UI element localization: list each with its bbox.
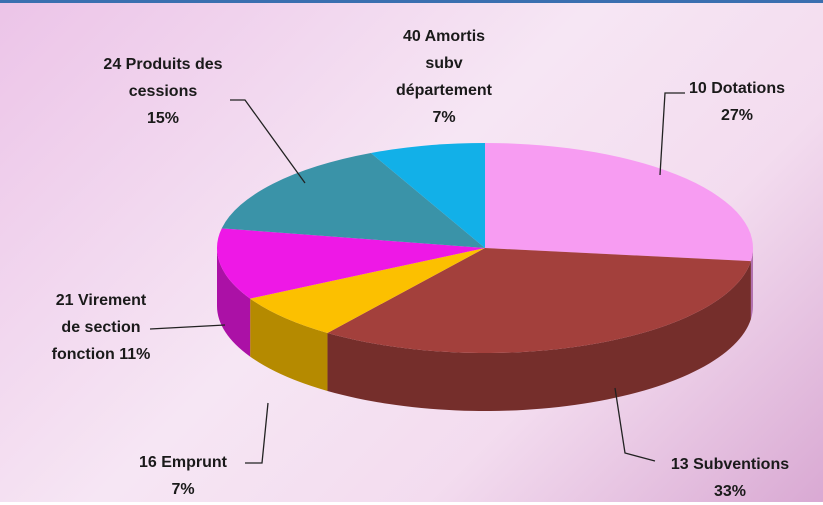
leader-line	[614, 387, 656, 462]
slice	[221, 152, 485, 248]
slice-label: 24 Produits des cessions 15%	[103, 51, 223, 132]
slice-label: 10 Dotations 27%	[662, 75, 812, 129]
slice-side	[750, 248, 753, 320]
percent: 15%	[146, 110, 180, 127]
percent: 11%	[119, 346, 151, 363]
leader-line	[230, 99, 306, 184]
percent: 27%	[720, 107, 754, 124]
category: 10 Dotations	[688, 80, 785, 97]
slice-label: 21 Virement de section fonction 11%	[45, 287, 157, 368]
slice	[485, 143, 753, 262]
pie-area	[149, 92, 753, 464]
category: 21 Virement de section fonction	[51, 292, 147, 363]
category: 13 Subventions	[670, 456, 790, 473]
percent: 33%	[713, 483, 747, 500]
slice-label: 16 Emprunt 7%	[118, 449, 248, 503]
leader-line	[659, 92, 685, 176]
slice	[327, 248, 751, 353]
slice	[217, 228, 485, 299]
slice-label: 40 Amortis subv département 7%	[388, 23, 500, 131]
category: 40 Amortis subv département	[395, 28, 493, 99]
slice-side	[217, 248, 251, 357]
category: 16 Emprunt	[138, 454, 227, 471]
slice-label: 13 Subventions 33%	[655, 451, 805, 505]
leader-lines	[149, 92, 685, 464]
leader-line	[149, 324, 226, 330]
leader-line	[245, 402, 269, 464]
slice	[250, 248, 485, 333]
slice	[370, 143, 485, 248]
percent: 7%	[432, 109, 456, 126]
slice-side	[250, 298, 328, 391]
percent: 7%	[171, 481, 195, 498]
category: 24 Produits des cessions	[103, 56, 223, 100]
slice-side	[327, 261, 751, 411]
